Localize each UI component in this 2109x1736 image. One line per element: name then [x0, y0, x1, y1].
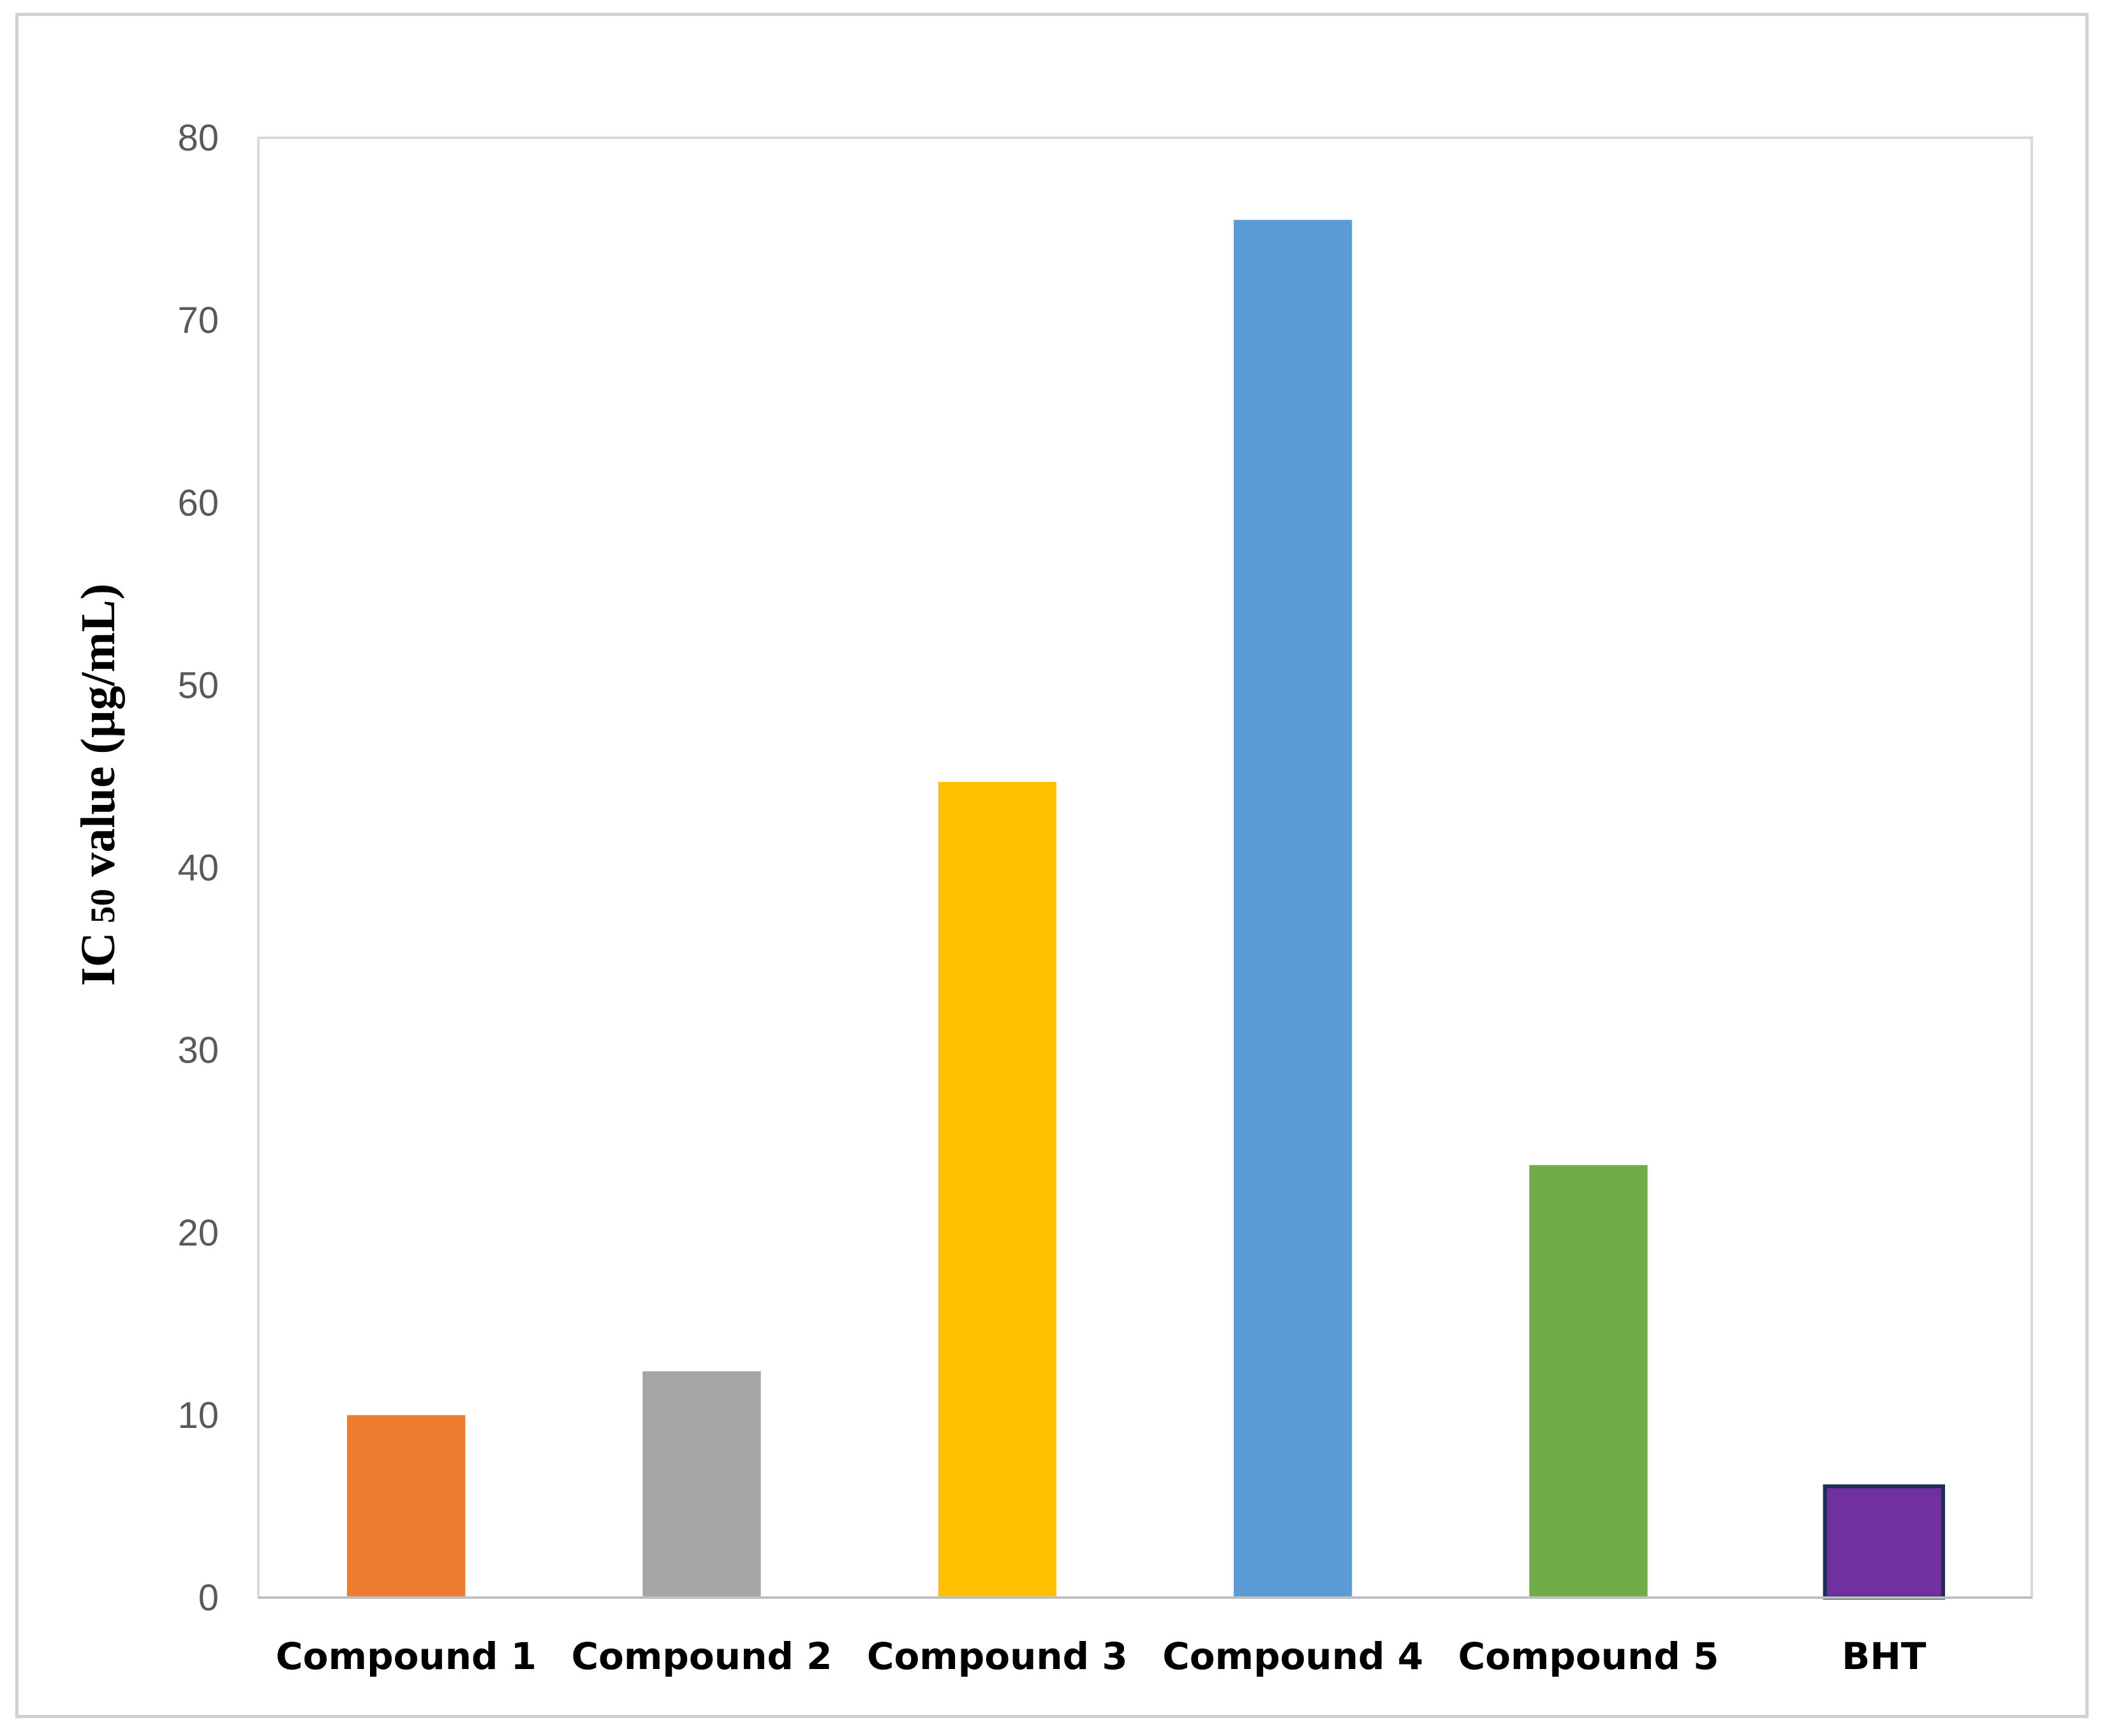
- y-axis-label: IC 50 value (µg/mL): [71, 584, 125, 986]
- y-tick-label: 30: [177, 1030, 219, 1071]
- bar-compound-3: [938, 782, 1056, 1598]
- y-tick-label: 10: [177, 1395, 219, 1436]
- x-tick-label: BHT: [1842, 1635, 1927, 1678]
- bar-compound-2: [642, 1371, 761, 1598]
- plot-area-border: [257, 136, 2033, 1599]
- y-tick-label: 50: [177, 665, 219, 706]
- y-axis-ticks: 0 10 20 30 40 50 60 70 80: [177, 117, 219, 1619]
- y-tick-label: 20: [177, 1212, 219, 1254]
- y-tick-label: 40: [177, 848, 219, 889]
- x-axis-labels: Compound 1 Compound 2 Compound 3 Compound 4…: [276, 1635, 1927, 1678]
- y-axis-label-main: IC: [71, 932, 125, 986]
- y-tick-label: 0: [198, 1577, 219, 1619]
- x-tick-label: Compound 3: [867, 1635, 1128, 1678]
- bars: [347, 219, 1946, 1600]
- chart-frame: 0 10 20 30 40 50 60 70 80 Compound 1 Compound 2 Co…: [15, 13, 2089, 1718]
- x-tick-label: Compound 1: [276, 1635, 536, 1678]
- x-tick-label: Compound 2: [572, 1635, 833, 1678]
- bar-compound-5: [1529, 1165, 1648, 1598]
- y-tick-label: 80: [177, 117, 219, 159]
- x-tick-label: Compound 5: [1458, 1635, 1719, 1678]
- x-tick-label: Compound 4: [1162, 1635, 1423, 1678]
- y-tick-label: 60: [177, 482, 219, 524]
- bar-compound-4: [1234, 219, 1352, 1598]
- y-axis-label-rest: value (µg/mL): [71, 584, 125, 889]
- bar-bht: [1823, 1484, 1946, 1600]
- y-axis-label-subscript: 50: [84, 889, 122, 923]
- y-tick-label: 70: [177, 300, 219, 341]
- bar-compound-1: [347, 1415, 466, 1598]
